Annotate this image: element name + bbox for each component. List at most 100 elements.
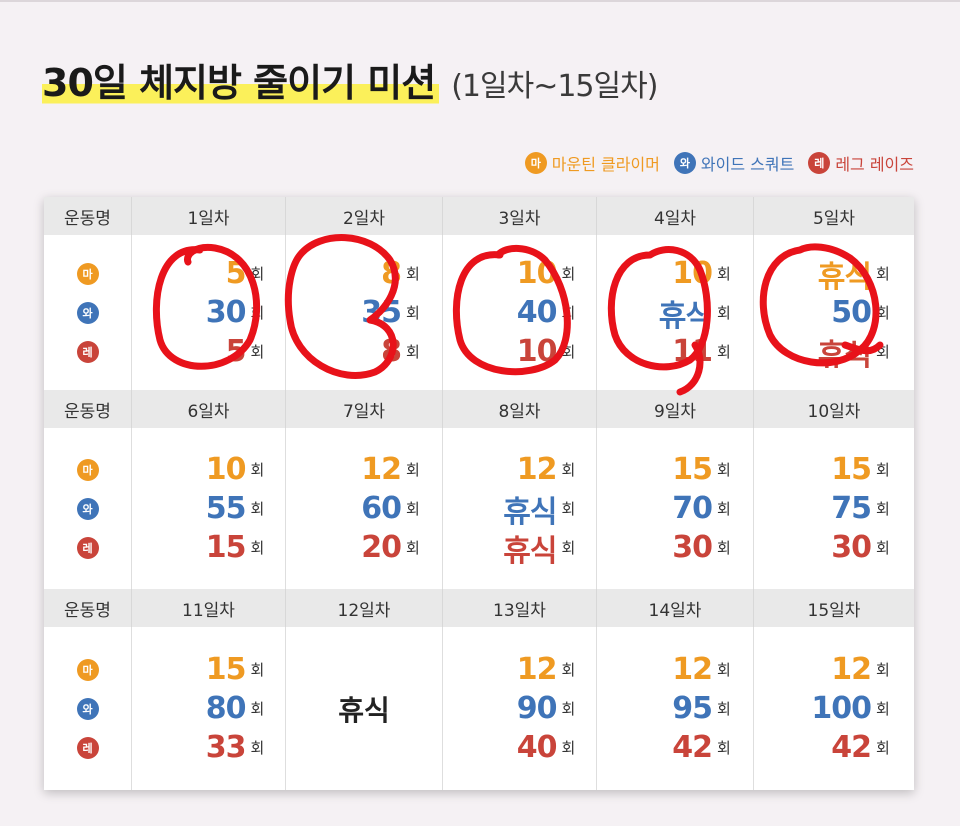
rep-unit: 회 bbox=[876, 661, 890, 679]
rep-unit: 회 bbox=[876, 739, 890, 757]
rep-count: 5 bbox=[225, 334, 247, 369]
rep-row: 12 회 bbox=[304, 450, 424, 489]
rep-unit: 회 bbox=[250, 500, 265, 518]
rep-unit: 회 bbox=[250, 661, 265, 679]
rep-row: 15 회 bbox=[149, 528, 269, 567]
rep-unit: 회 bbox=[406, 539, 420, 557]
title-main: 30일 체지방 줄이기 미션 bbox=[42, 52, 440, 107]
rep-unit: 회 bbox=[561, 461, 576, 479]
rep-count: 60 bbox=[361, 491, 402, 526]
rep-row: 휴식 회 bbox=[774, 332, 894, 373]
rep-row: 42 회 bbox=[774, 728, 894, 767]
day-cell: 15 회 70 회 30 회 bbox=[597, 428, 754, 589]
rep-unit: 회 bbox=[406, 343, 420, 361]
rep-count: 95 bbox=[672, 691, 713, 726]
legend: 마 마운틴 클라이머 와 와이드 스쿼트 레 레그 레이즈 bbox=[524, 151, 914, 175]
rep-row: 55 회 bbox=[149, 489, 269, 528]
day-header: 3일차 bbox=[443, 197, 597, 235]
table-body-row: 마 와 레 5 회 30 회 5 회 8 회 35 회 8 회 10 회 40 회 10 회 10 회 휴식 회 11 회 휴식 회 50… bbox=[44, 235, 914, 390]
day-cell: 10 회 40 회 10 회 bbox=[443, 235, 597, 390]
rep-row: 90 회 bbox=[460, 689, 580, 728]
rep-row: 휴식 회 bbox=[615, 293, 735, 334]
rep-count: 10 bbox=[516, 256, 558, 291]
rep-count: 10 bbox=[516, 334, 558, 369]
badge-wa-icon: 와 bbox=[76, 697, 99, 720]
rep-row: 10 회 bbox=[460, 254, 580, 293]
rep-unit: 회 bbox=[250, 461, 265, 479]
rep-count: 12 bbox=[516, 452, 558, 487]
rep-unit: 회 bbox=[876, 500, 890, 518]
rep-count: 30 bbox=[831, 530, 872, 565]
rep-unit: 회 bbox=[250, 343, 265, 361]
day-header: 8일차 bbox=[443, 390, 597, 428]
rep-row: 42 회 bbox=[615, 728, 735, 767]
rep-count: 15 bbox=[205, 530, 247, 565]
rep-unit: 회 bbox=[250, 739, 265, 757]
rep-row: 15 회 bbox=[615, 450, 735, 489]
badge-ma-icon: 마 bbox=[76, 658, 99, 681]
rep-row: 40 회 bbox=[460, 728, 580, 767]
rep-count: 30 bbox=[672, 530, 713, 565]
rep-row: 33 회 bbox=[149, 728, 269, 767]
rep-row: 휴식 회 bbox=[460, 528, 580, 569]
rep-unit: 회 bbox=[406, 304, 420, 322]
rep-count: 42 bbox=[831, 730, 872, 765]
rep-unit: 회 bbox=[717, 700, 731, 718]
rep-row: 15 회 bbox=[149, 650, 269, 689]
day-header: 12일차 bbox=[286, 589, 443, 627]
legend-item-mountain-climber: 마 마운틴 클라이머 bbox=[524, 151, 660, 175]
rep-unit: 회 bbox=[876, 700, 890, 718]
rep-unit: 회 bbox=[561, 304, 576, 322]
badge-ma-icon: 마 bbox=[76, 262, 99, 285]
rep-count: 휴식 bbox=[503, 494, 557, 530]
rep-unit: 회 bbox=[876, 343, 890, 361]
day-cell: 12 회 60 회 20 회 bbox=[286, 428, 443, 589]
rep-row: 20 회 bbox=[304, 528, 424, 567]
top-divider bbox=[0, 0, 960, 2]
day-cell: 8 회 35 회 8 회 bbox=[286, 235, 443, 390]
rep-count: 11 bbox=[672, 334, 713, 369]
table-header-row: 운동명 11일차 12일차 13일차 14일차 15일차 bbox=[44, 589, 914, 627]
badge-ma-icon: 마 bbox=[76, 458, 99, 481]
mission-table: 운동명 1일차 2일차 3일차 4일차 5일차 마 와 레 5 회 30 회 5 회 8 회 35 회 8 회 10 회 40… bbox=[44, 197, 914, 790]
day-cell: 10 회 55 회 15 회 bbox=[132, 428, 286, 589]
rep-unit: 회 bbox=[561, 661, 576, 679]
badge-wa-icon: 와 bbox=[76, 497, 99, 520]
rep-unit: 회 bbox=[561, 343, 576, 361]
day-header: 9일차 bbox=[597, 390, 754, 428]
rep-row: 35 회 bbox=[304, 293, 424, 332]
rep-count: 8 bbox=[381, 334, 402, 369]
day-cell: 12 회 90 회 40 회 bbox=[443, 627, 597, 790]
day-cell: 5 회 30 회 5 회 bbox=[132, 235, 286, 390]
rep-row: 10 회 bbox=[149, 450, 269, 489]
rep-unit: 회 bbox=[561, 739, 576, 757]
day-header: 7일차 bbox=[286, 390, 443, 428]
rep-row: 30 회 bbox=[615, 528, 735, 567]
rep-count: 12 bbox=[831, 652, 872, 687]
day-header: 5일차 bbox=[812, 208, 856, 229]
rep-count: 50 bbox=[831, 295, 872, 330]
rep-row: 40 회 bbox=[460, 293, 580, 332]
rep-count: 휴식 bbox=[658, 298, 713, 334]
rep-count: 휴식 bbox=[503, 533, 557, 569]
badge-re-icon: 레 bbox=[808, 152, 831, 174]
rep-unit: 회 bbox=[561, 539, 576, 557]
day-cell: 15 회 75 회 30 회 bbox=[754, 428, 914, 589]
rep-unit: 회 bbox=[406, 500, 420, 518]
rep-unit: 회 bbox=[561, 265, 576, 283]
rep-row: 10 회 bbox=[460, 332, 580, 371]
rep-count: 33 bbox=[205, 730, 247, 765]
day-header: 1일차 bbox=[132, 197, 286, 235]
rep-unit: 회 bbox=[250, 265, 265, 283]
badge-re-icon: 레 bbox=[76, 340, 99, 363]
rep-count: 10 bbox=[205, 452, 247, 487]
legend-label: 와이드 스쿼트 bbox=[700, 155, 795, 174]
rep-row: 15 회 bbox=[774, 450, 894, 489]
legend-item-wide-squat: 와 와이드 스쿼트 bbox=[673, 151, 795, 175]
